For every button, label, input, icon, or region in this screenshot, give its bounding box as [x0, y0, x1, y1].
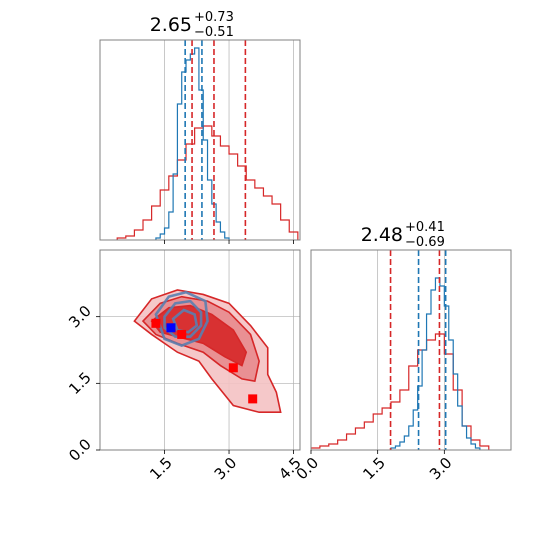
right-hist-frame — [310, 249, 512, 451]
right-hist-title-plus: +0.41 — [405, 220, 445, 235]
right-hist-title: 2.48 +0.41−0.69 — [361, 220, 445, 250]
right-hist-xtick-label-1: 1.5 — [359, 454, 389, 484]
density-plot-area — [100, 250, 300, 450]
right-hist-title-minus: −0.69 — [405, 235, 445, 250]
top-hist-title-minus: −0.51 — [194, 25, 234, 40]
density-ytick-label-0: 0.0 — [65, 435, 95, 465]
density-red-marker-0 — [151, 318, 161, 328]
right-hist-xtick-label-2: 3.0 — [426, 454, 456, 484]
top-hist-series-0-histogram — [116, 125, 299, 240]
right-hist-series-0-histogram — [311, 333, 490, 450]
density-red-marker-2 — [228, 363, 238, 373]
density-xtick-label-1: 3.0 — [211, 454, 241, 484]
top-hist-title: 2.65 +0.73−0.51 — [150, 10, 234, 40]
right-hist-series-1-histogram — [390, 277, 481, 450]
density-blue-contour-outer — [154, 290, 209, 347]
density-xtick-label-0: 1.5 — [146, 454, 176, 484]
density-ytick-label-2: 3.0 — [65, 302, 95, 332]
right-hist-title-value: 2.48 — [361, 224, 403, 246]
right-hist-plot-area — [311, 250, 490, 450]
top-hist-title-value: 2.65 — [150, 14, 192, 36]
density-red-marker-1 — [177, 329, 187, 339]
density-blue-marker-0 — [166, 323, 176, 333]
top-hist-title-plus: +0.73 — [194, 10, 234, 25]
density-ytick-label-1: 1.5 — [65, 369, 95, 399]
density-red-marker-3 — [248, 394, 258, 404]
top-hist-frame — [99, 39, 301, 241]
density-frame — [99, 249, 301, 451]
top-hist-plot-area — [116, 40, 299, 240]
